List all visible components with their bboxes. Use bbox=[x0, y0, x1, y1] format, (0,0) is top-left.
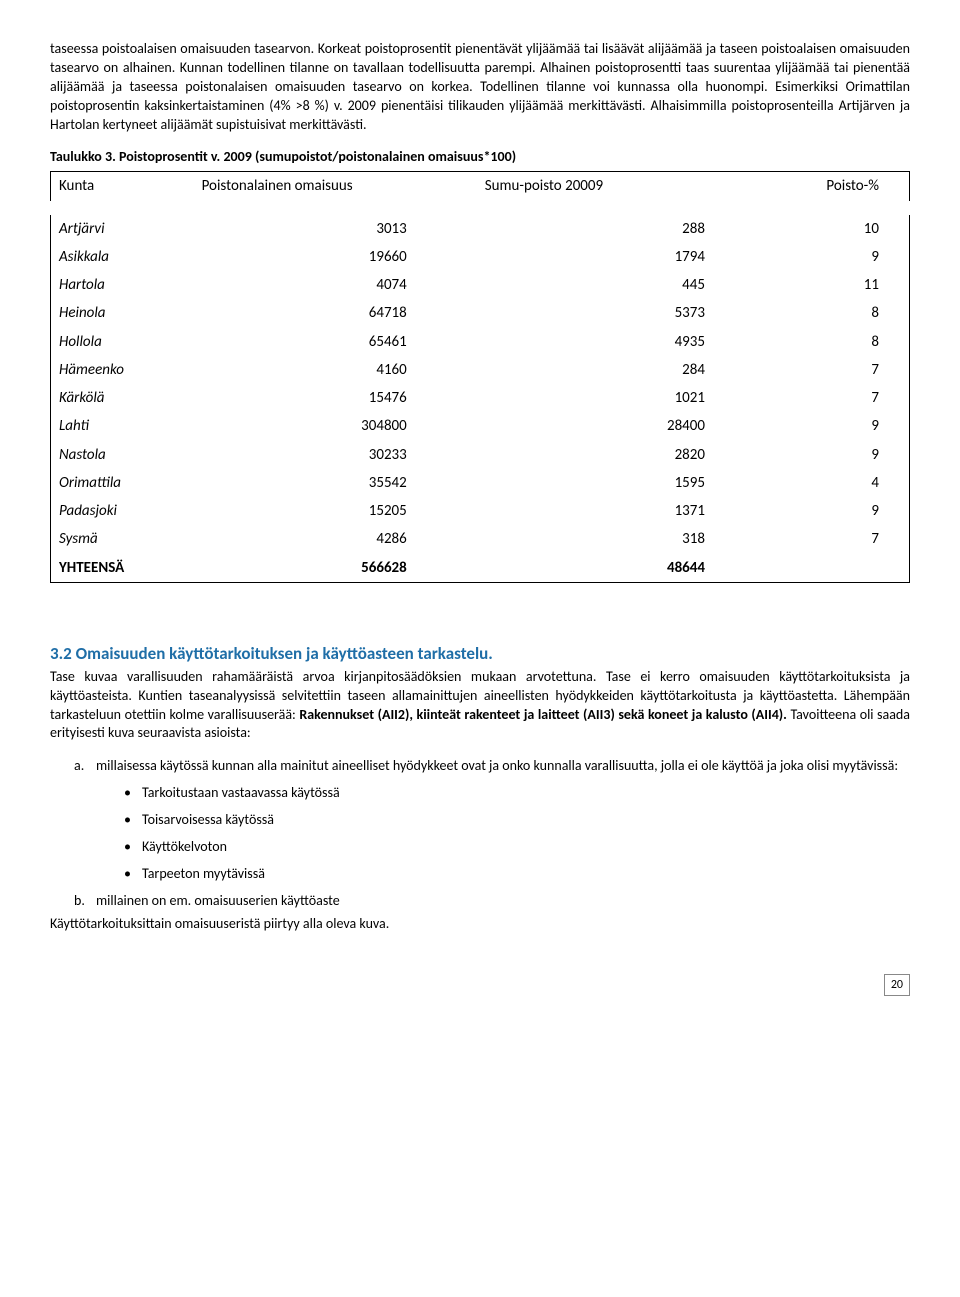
cell-sumu: 5373 bbox=[477, 299, 765, 327]
table-total-row: YHTEENSÄ56662848644 bbox=[51, 554, 910, 583]
cell-kunta: Padasjoki bbox=[51, 497, 194, 525]
cell-sumu: 1371 bbox=[477, 497, 765, 525]
table-row: Lahti304800284009 bbox=[51, 412, 910, 440]
cell-poisto: 9 bbox=[765, 441, 910, 469]
cell-omaisuus: 65461 bbox=[194, 328, 477, 356]
table-row: Hollola6546149358 bbox=[51, 328, 910, 356]
cell-omaisuus: 4160 bbox=[194, 356, 477, 384]
table-caption: Taulukko 3. Poistoprosentit v. 2009 (sum… bbox=[50, 148, 910, 167]
cell-kunta: Hartola bbox=[51, 271, 194, 299]
table-row: Hämeenko41602847 bbox=[51, 356, 910, 384]
cell-sumu: 1794 bbox=[477, 243, 765, 271]
cell-poisto: 7 bbox=[765, 525, 910, 553]
bullet-list: Tarkoitustaan vastaavassa käytössä Toisa… bbox=[74, 784, 910, 884]
cell-poisto: 9 bbox=[765, 243, 910, 271]
cell-omaisuus: 4074 bbox=[194, 271, 477, 299]
list-item-a: a.millaisessa käytössä kunnan alla maini… bbox=[74, 757, 910, 883]
cell-omaisuus: 15205 bbox=[194, 497, 477, 525]
cell-sumu: 4935 bbox=[477, 328, 765, 356]
page-number: 20 bbox=[884, 974, 910, 996]
section-heading: 3.2 Omaisuuden käyttötarkoituksen ja käy… bbox=[50, 643, 910, 666]
col-poisto: Poisto-% bbox=[765, 172, 910, 208]
col-kunta: Kunta bbox=[51, 172, 194, 208]
cell-sumu: 445 bbox=[477, 271, 765, 299]
cell-omaisuus: 35542 bbox=[194, 469, 477, 497]
cell-poisto: 11 bbox=[765, 271, 910, 299]
cell-kunta: Kärkölä bbox=[51, 384, 194, 412]
table-row: Orimattila3554215954 bbox=[51, 469, 910, 497]
cell-omaisuus: 3013 bbox=[194, 208, 477, 243]
cell-poisto: 7 bbox=[765, 356, 910, 384]
page-footer: 20 bbox=[50, 974, 910, 996]
cell-poisto: 10 bbox=[765, 208, 910, 243]
cell-kunta: Lahti bbox=[51, 412, 194, 440]
cell-poisto: 4 bbox=[765, 469, 910, 497]
cell-poisto: 8 bbox=[765, 328, 910, 356]
bullet-item: Toisarvoisessa käytössä bbox=[124, 811, 910, 830]
cell-omaisuus: 15476 bbox=[194, 384, 477, 412]
cell-sumu: 28400 bbox=[477, 412, 765, 440]
cell-sumu: 288 bbox=[477, 208, 765, 243]
poistoprosentit-table: Kunta Poistonalainen omaisuus Sumu-poist… bbox=[50, 171, 910, 583]
cell-total-sumu: 48644 bbox=[477, 554, 765, 583]
cell-total-omaisuus: 566628 bbox=[194, 554, 477, 583]
cell-kunta: Artjärvi bbox=[51, 208, 194, 243]
table-row: Padasjoki1520513719 bbox=[51, 497, 910, 525]
bullet-item: Tarpeeton myytävissä bbox=[124, 865, 910, 884]
cell-omaisuus: 64718 bbox=[194, 299, 477, 327]
cell-sumu: 284 bbox=[477, 356, 765, 384]
cell-omaisuus: 304800 bbox=[194, 412, 477, 440]
table-row: Heinola6471853738 bbox=[51, 299, 910, 327]
cell-poisto: 9 bbox=[765, 412, 910, 440]
cell-kunta: Nastola bbox=[51, 441, 194, 469]
table-row: Sysmä42863187 bbox=[51, 525, 910, 553]
cell-kunta: Sysmä bbox=[51, 525, 194, 553]
cell-kunta: Heinola bbox=[51, 299, 194, 327]
table-row: Asikkala1966017949 bbox=[51, 243, 910, 271]
cell-sumu: 1595 bbox=[477, 469, 765, 497]
intro-bold: Rakennukset (AII2), kiinteät rakenteet j… bbox=[299, 706, 787, 723]
bullet-item: Tarkoitustaan vastaavassa käytössä bbox=[124, 784, 910, 803]
list-item-b: b.millainen on em. omaisuuserien käyttöa… bbox=[74, 892, 910, 911]
marker-b: b. bbox=[74, 892, 96, 911]
cell-poisto: 8 bbox=[765, 299, 910, 327]
table-row: Nastola3023328209 bbox=[51, 441, 910, 469]
bullet-item: Käyttökelvoton bbox=[124, 838, 910, 857]
lettered-list: a.millaisessa käytössä kunnan alla maini… bbox=[50, 757, 910, 910]
table-header-row: Kunta Poistonalainen omaisuus Sumu-poist… bbox=[51, 172, 910, 208]
closing-line: Käyttötarkoituksittain omaisuuseristä pi… bbox=[50, 915, 910, 934]
table-row: Hartola407444511 bbox=[51, 271, 910, 299]
item-a-text: millaisessa käytössä kunnan alla mainitu… bbox=[96, 757, 898, 774]
cell-sumu: 318 bbox=[477, 525, 765, 553]
cell-sumu: 1021 bbox=[477, 384, 765, 412]
item-b-text: millainen on em. omaisuuserien käyttöast… bbox=[96, 892, 340, 909]
cell-kunta: Hämeenko bbox=[51, 356, 194, 384]
cell-poisto: 9 bbox=[765, 497, 910, 525]
table-row: Kärkölä1547610217 bbox=[51, 384, 910, 412]
cell-kunta: Asikkala bbox=[51, 243, 194, 271]
cell-poisto: 7 bbox=[765, 384, 910, 412]
col-sumu: Sumu-poisto 20009 bbox=[477, 172, 765, 208]
table-row: Artjärvi301328810 bbox=[51, 208, 910, 243]
cell-sumu: 2820 bbox=[477, 441, 765, 469]
col-omaisuus: Poistonalainen omaisuus bbox=[194, 172, 477, 208]
cell-omaisuus: 19660 bbox=[194, 243, 477, 271]
section-intro: Tase kuvaa varallisuuden rahamääräistä a… bbox=[50, 668, 910, 744]
cell-kunta: Orimattila bbox=[51, 469, 194, 497]
cell-total-poisto bbox=[765, 554, 910, 583]
intro-paragraph: taseessa poistoalaisen omaisuuden tasear… bbox=[50, 40, 910, 134]
marker-a: a. bbox=[74, 757, 96, 776]
cell-omaisuus: 4286 bbox=[194, 525, 477, 553]
cell-kunta: Hollola bbox=[51, 328, 194, 356]
cell-total-label: YHTEENSÄ bbox=[51, 554, 194, 583]
cell-omaisuus: 30233 bbox=[194, 441, 477, 469]
